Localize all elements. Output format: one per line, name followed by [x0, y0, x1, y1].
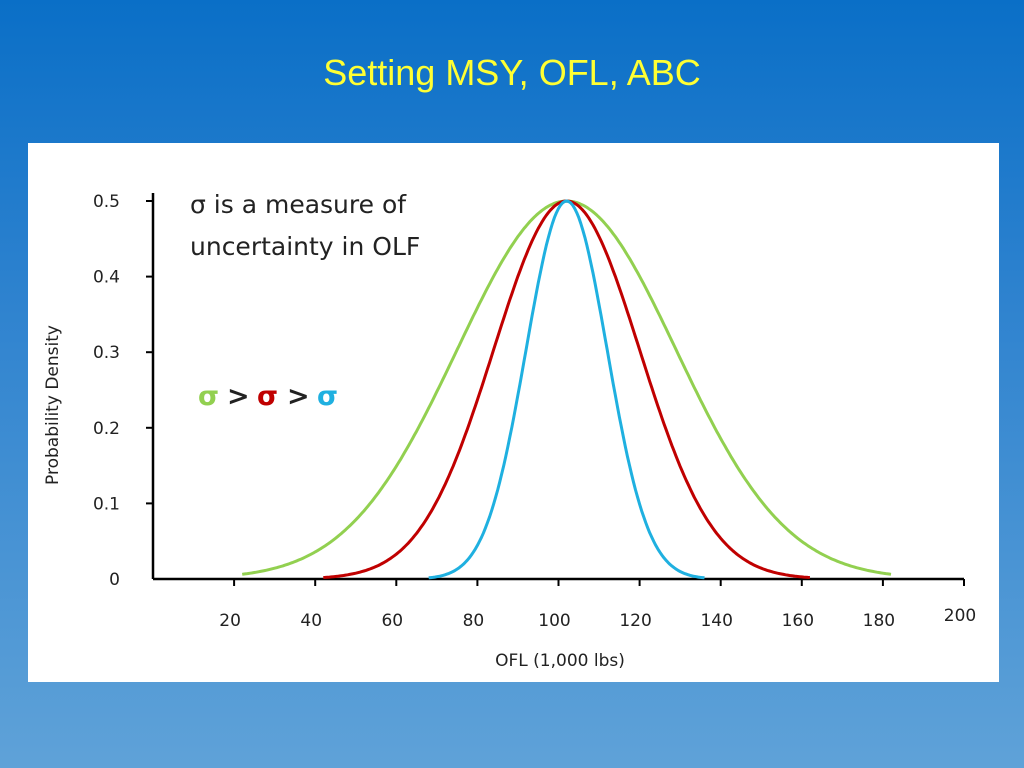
x-tick-label: 20	[219, 611, 241, 631]
x-tick-label: 140	[700, 611, 732, 631]
y-tick-label: 0.1	[93, 494, 120, 514]
y-tick-label: 0	[109, 570, 120, 590]
series-line-sigma-small	[428, 199, 705, 580]
chart-ticks: 20 40 60 80 100 120 140 160 180 200 0 0.1 0.2 0.3 0.4 0…	[93, 192, 976, 631]
chart-panel: 20 40 60 80 100 120 140 160 180 200 0 0.1 0.2 0.3 0.4 0…	[28, 143, 999, 682]
x-tick-label: 60	[381, 611, 403, 631]
x-tick-label: 180	[863, 611, 895, 631]
annotation-line-2: uncertainty in OLF	[190, 232, 420, 261]
greater-than-2: >	[287, 381, 310, 412]
y-tick-label: 0.5	[93, 192, 120, 212]
x-tick-label: 40	[300, 611, 322, 631]
chart-curves	[241, 199, 892, 580]
sigma-red: σ	[257, 381, 278, 412]
y-tick-label: 0.4	[93, 268, 120, 288]
x-tick-label: 120	[619, 611, 651, 631]
annotation-line-1: σ is a measure of	[190, 190, 407, 219]
x-tick-label: 80	[463, 611, 485, 631]
x-axis-title: OFL (1,000 lbs)	[495, 651, 625, 671]
y-tick-label: 0.3	[93, 343, 120, 363]
x-tick-label: 200	[944, 606, 976, 626]
y-tick-label: 0.2	[93, 419, 120, 439]
greater-than-1: >	[227, 381, 250, 412]
y-axis-title: Probability Density	[43, 325, 63, 485]
sigma-green: σ	[198, 381, 219, 412]
x-tick-label: 100	[538, 611, 570, 631]
x-tick-label: 160	[782, 611, 814, 631]
density-chart: 20 40 60 80 100 120 140 160 180 200 0 0.1 0.2 0.3 0.4 0…	[43, 190, 976, 671]
slide-title: Setting MSY, OFL, ABC	[323, 52, 701, 93]
sigma-blue: σ	[317, 381, 338, 412]
